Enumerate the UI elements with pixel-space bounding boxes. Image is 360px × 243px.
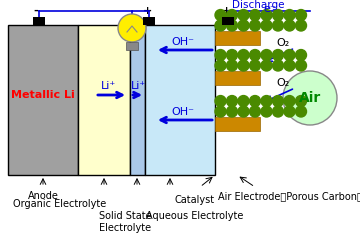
Circle shape [296, 20, 306, 31]
Text: Li⁺: Li⁺ [130, 81, 146, 91]
Circle shape [226, 50, 238, 61]
Circle shape [284, 50, 295, 61]
Circle shape [226, 20, 238, 31]
Circle shape [249, 50, 261, 61]
Circle shape [249, 9, 261, 21]
Circle shape [226, 106, 238, 117]
Bar [130, 25, 145, 175]
Text: Aqueous Electrolyte: Aqueous Electrolyte [146, 211, 244, 221]
Circle shape [261, 106, 272, 117]
Circle shape [273, 106, 284, 117]
Circle shape [238, 50, 249, 61]
Bar [145, 25, 215, 175]
Text: Catalyst: Catalyst [175, 195, 215, 205]
Text: +: + [222, 6, 231, 16]
Text: OH⁻: OH⁻ [171, 37, 194, 47]
Circle shape [215, 20, 226, 31]
Text: Solid State
Electrolyte: Solid State Electrolyte [99, 211, 151, 233]
Text: Li⁺: Li⁺ [100, 81, 116, 91]
Circle shape [273, 50, 284, 61]
Circle shape [284, 95, 295, 106]
Circle shape [215, 9, 226, 21]
Bar [33, 17, 45, 25]
Circle shape [261, 95, 272, 106]
Circle shape [296, 50, 306, 61]
Circle shape [249, 106, 261, 117]
Circle shape [296, 60, 306, 71]
Circle shape [283, 71, 337, 125]
Text: O₂: O₂ [276, 38, 290, 48]
Circle shape [238, 9, 249, 21]
Circle shape [215, 106, 226, 117]
Circle shape [273, 9, 284, 21]
Bar [222, 17, 234, 25]
Circle shape [226, 95, 238, 106]
Text: Organic Electrolyte: Organic Electrolyte [13, 199, 107, 209]
Circle shape [296, 9, 306, 21]
Circle shape [261, 20, 272, 31]
Circle shape [249, 20, 261, 31]
Circle shape [296, 95, 306, 106]
Text: Air: Air [299, 91, 321, 105]
Circle shape [249, 95, 261, 106]
Circle shape [261, 50, 272, 61]
Bar [215, 71, 260, 85]
Text: Anode: Anode [28, 191, 58, 201]
Circle shape [261, 9, 272, 21]
Circle shape [215, 60, 226, 71]
Circle shape [238, 95, 249, 106]
Circle shape [238, 60, 249, 71]
Text: e⁻: e⁻ [264, 4, 276, 14]
Bar [143, 17, 155, 25]
Circle shape [238, 20, 249, 31]
Bar [126, 42, 138, 50]
Circle shape [284, 106, 295, 117]
Circle shape [273, 95, 284, 106]
Circle shape [238, 106, 249, 117]
Bar [78, 25, 130, 175]
Circle shape [226, 60, 238, 71]
Text: Discharge: Discharge [232, 0, 284, 10]
Text: Metallic Li: Metallic Li [11, 90, 75, 100]
Bar [215, 117, 260, 131]
Bar [215, 31, 260, 45]
Circle shape [284, 20, 295, 31]
Text: O₂: O₂ [276, 78, 290, 88]
Circle shape [284, 9, 295, 21]
Text: +: + [143, 6, 152, 16]
Text: Air Electrode（Porous Carbon）: Air Electrode（Porous Carbon） [217, 191, 360, 201]
Circle shape [118, 14, 146, 42]
Circle shape [215, 95, 226, 106]
Circle shape [273, 20, 284, 31]
Circle shape [296, 106, 306, 117]
Circle shape [273, 60, 284, 71]
Bar [8, 25, 78, 175]
Circle shape [249, 60, 261, 71]
Circle shape [284, 60, 295, 71]
Text: OH⁻: OH⁻ [171, 107, 194, 117]
Text: -: - [33, 6, 38, 16]
Circle shape [215, 50, 226, 61]
Circle shape [226, 9, 238, 21]
Circle shape [261, 60, 272, 71]
